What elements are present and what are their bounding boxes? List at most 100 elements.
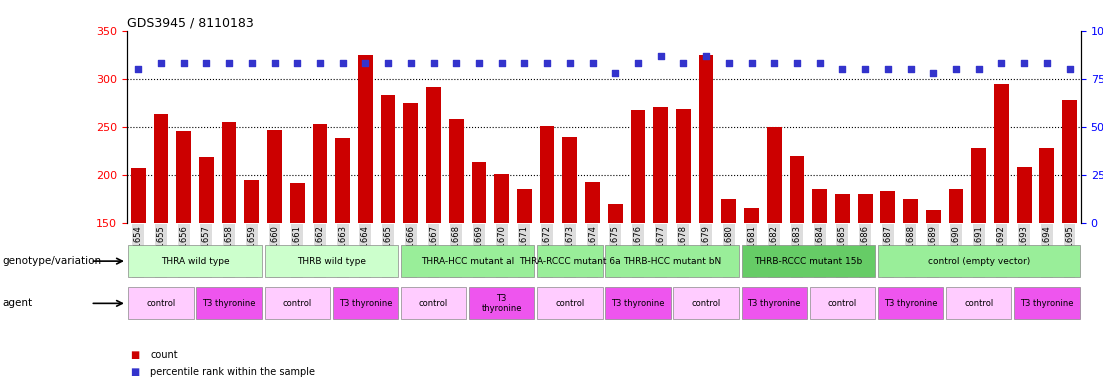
Point — [425, 60, 442, 66]
Point — [629, 60, 646, 66]
Bar — [426, 88, 441, 367]
Point — [720, 60, 738, 66]
Point — [1038, 60, 1056, 66]
Bar — [903, 199, 918, 367]
Bar — [312, 124, 328, 367]
Point — [765, 60, 783, 66]
Bar — [835, 194, 849, 367]
Bar — [517, 189, 532, 367]
Point — [607, 70, 624, 76]
Text: T3 thyronine: T3 thyronine — [884, 299, 938, 308]
Bar — [472, 162, 486, 367]
Text: THRA-RCCC mutant 6a: THRA-RCCC mutant 6a — [520, 257, 621, 266]
Bar — [265, 288, 330, 319]
Bar — [128, 245, 261, 277]
Bar — [606, 245, 739, 277]
Point — [947, 66, 965, 72]
Bar — [404, 103, 418, 367]
Bar — [767, 127, 782, 367]
Point — [129, 66, 147, 72]
Bar — [674, 288, 739, 319]
Bar — [131, 168, 146, 367]
Point — [448, 60, 465, 66]
Point — [1061, 66, 1079, 72]
Bar — [858, 194, 872, 367]
Bar — [199, 157, 214, 367]
Text: control (empty vector): control (empty vector) — [928, 257, 1030, 266]
Bar — [790, 156, 804, 367]
Point — [924, 70, 942, 76]
Bar — [153, 114, 169, 367]
Point — [470, 60, 488, 66]
Text: control: control — [555, 299, 585, 308]
Bar — [381, 95, 396, 367]
Point — [401, 60, 419, 66]
Bar — [128, 288, 194, 319]
Point — [174, 60, 192, 66]
Bar — [222, 122, 236, 367]
Point — [856, 66, 874, 72]
Bar — [946, 288, 1011, 319]
Text: ■: ■ — [130, 367, 139, 377]
Bar — [245, 180, 259, 367]
Text: T3 thyronine: T3 thyronine — [611, 299, 665, 308]
Bar — [745, 208, 759, 367]
Point — [652, 53, 670, 59]
Bar — [949, 189, 963, 367]
Bar — [878, 288, 943, 319]
Text: control: control — [419, 299, 448, 308]
Bar — [333, 288, 398, 319]
Text: control: control — [964, 299, 994, 308]
Point — [379, 60, 397, 66]
Bar — [698, 55, 714, 367]
Bar — [812, 189, 827, 367]
Text: control: control — [282, 299, 312, 308]
Bar — [1017, 167, 1031, 367]
Bar — [653, 107, 668, 367]
Text: T3 thyronine: T3 thyronine — [202, 299, 256, 308]
Point — [993, 60, 1010, 66]
Point — [970, 66, 987, 72]
Bar — [400, 245, 534, 277]
Point — [902, 66, 920, 72]
Bar — [925, 210, 941, 367]
Bar — [449, 119, 463, 367]
Text: T3
thyronine: T3 thyronine — [481, 294, 522, 313]
Bar — [880, 191, 896, 367]
Point — [697, 53, 715, 59]
Bar — [878, 245, 1080, 277]
Bar — [539, 126, 555, 367]
Point — [493, 60, 511, 66]
Bar — [400, 288, 467, 319]
Point — [288, 60, 306, 66]
Bar — [631, 111, 645, 367]
Text: T3 thyronine: T3 thyronine — [748, 299, 801, 308]
Bar — [741, 288, 807, 319]
Text: ■: ■ — [130, 350, 139, 360]
Bar — [335, 138, 350, 367]
Point — [243, 60, 260, 66]
Point — [583, 60, 601, 66]
Point — [1016, 60, 1034, 66]
Point — [221, 60, 238, 66]
Text: GDS3945 / 8110183: GDS3945 / 8110183 — [127, 17, 254, 30]
Point — [515, 60, 533, 66]
Text: THRB-RCCC mutant 15b: THRB-RCCC mutant 15b — [754, 257, 863, 266]
Bar — [994, 84, 1009, 367]
Point — [742, 60, 760, 66]
Bar — [676, 109, 690, 367]
Bar — [537, 288, 602, 319]
Text: THRB-HCC mutant bN: THRB-HCC mutant bN — [623, 257, 721, 266]
Bar — [563, 137, 577, 367]
Bar — [267, 130, 282, 367]
Text: THRA wild type: THRA wild type — [161, 257, 229, 266]
Bar — [469, 288, 534, 319]
Bar — [1039, 148, 1054, 367]
Text: control: control — [827, 299, 857, 308]
Bar — [494, 174, 510, 367]
Point — [789, 60, 806, 66]
Bar — [606, 288, 671, 319]
Text: T3 thyronine: T3 thyronine — [1020, 299, 1073, 308]
Text: percentile rank within the sample: percentile rank within the sample — [150, 367, 315, 377]
Text: control: control — [692, 299, 720, 308]
